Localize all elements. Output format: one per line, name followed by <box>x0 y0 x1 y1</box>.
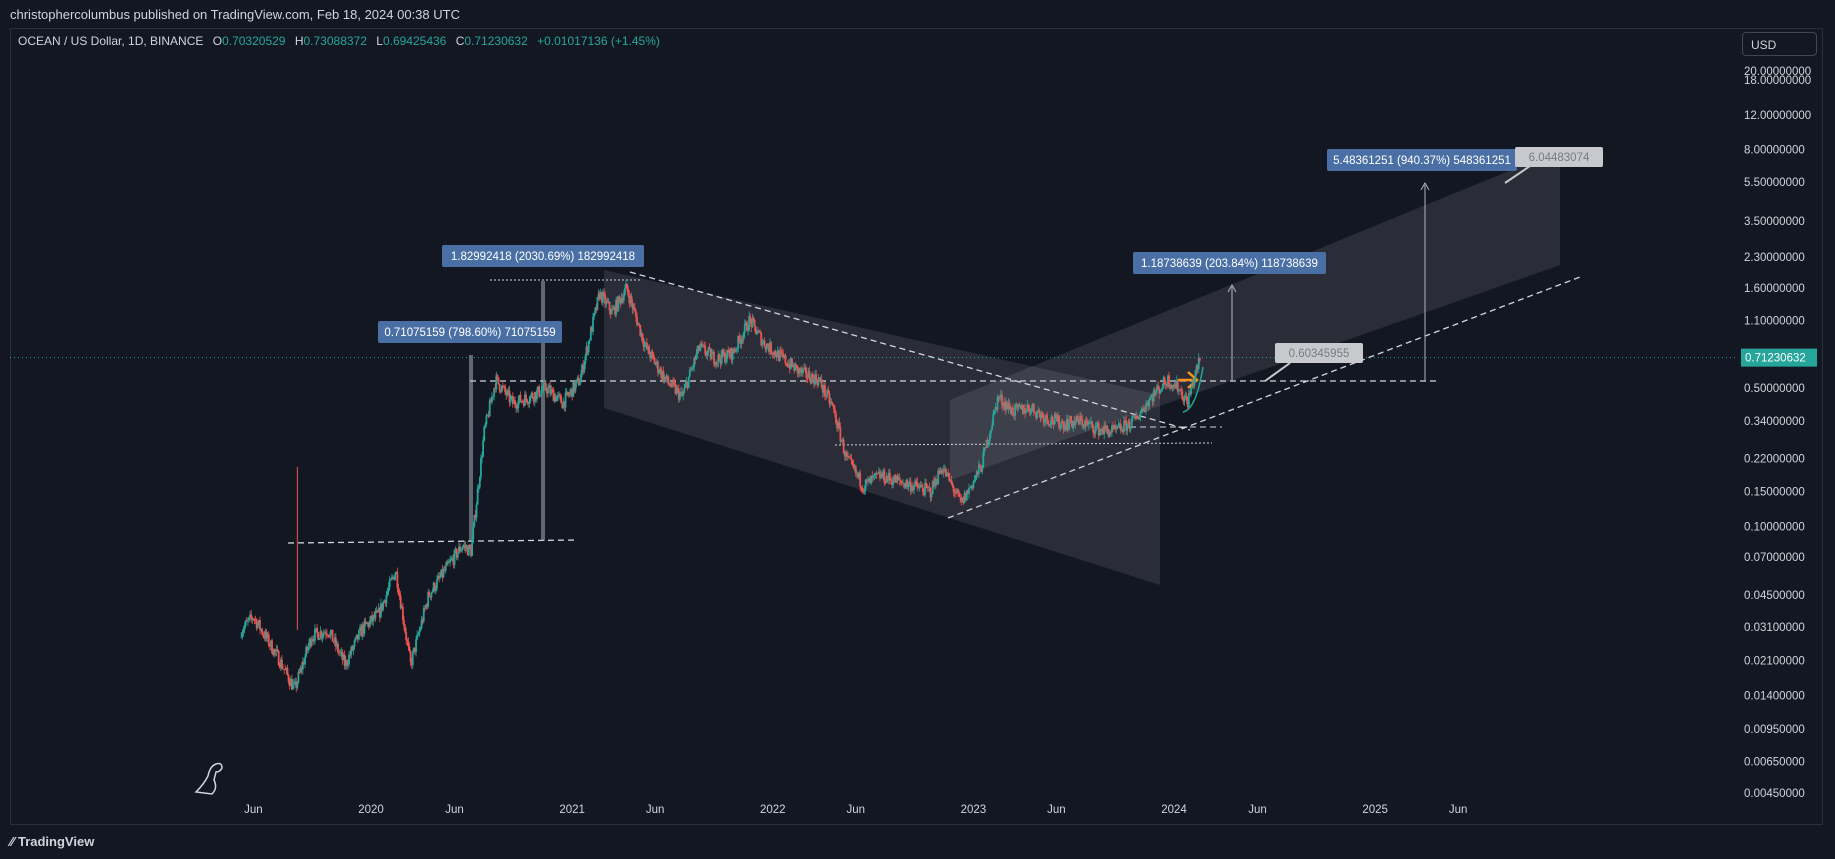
chart-frame <box>10 28 1823 825</box>
open-value: 0.70320529 <box>222 34 286 48</box>
footer: ⁄⁄ TradingView <box>0 825 1835 859</box>
publication-header: christophercolumbus published on Trading… <box>0 0 1835 28</box>
brand-text: TradingView <box>17 834 95 849</box>
change-value: +0.01017136 (+1.45%) <box>537 34 660 48</box>
symbol-name: OCEAN / US Dollar, 1D, BINANCE <box>18 34 204 48</box>
close-label: C <box>455 34 465 48</box>
currency-button[interactable]: USD <box>1742 32 1817 56</box>
high-value: 0.73088372 <box>303 34 367 48</box>
symbol-legend: OCEAN / US Dollar, 1D, BINANCE O0.703205… <box>18 34 660 48</box>
tradingview-logo[interactable]: ⁄⁄ TradingView <box>10 834 94 849</box>
low-label: L <box>376 34 383 48</box>
open-label: O <box>212 34 223 48</box>
low-value: 0.69425436 <box>382 34 447 48</box>
high-label: H <box>294 34 304 48</box>
tv-logo-icon: ⁄⁄ <box>10 834 15 849</box>
published-by-text: christophercolumbus published on Trading… <box>10 7 460 22</box>
close-value: 0.71230632 <box>464 34 528 48</box>
